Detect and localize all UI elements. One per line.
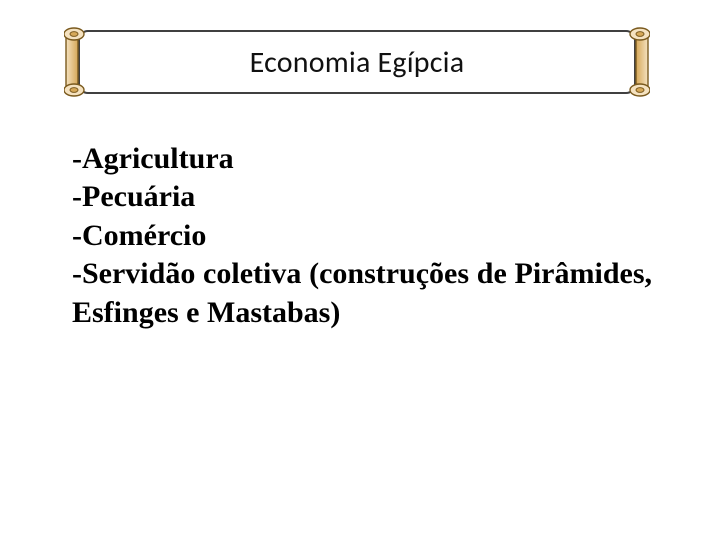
banner-body: Economia Egípcia xyxy=(78,30,636,94)
scroll-left-icon xyxy=(64,22,92,102)
scroll-right-icon xyxy=(622,22,650,102)
bullet-line: -Pecuária xyxy=(72,178,652,216)
title-banner: Economia Egípcia xyxy=(60,22,654,102)
bullet-line: -Servidão coletiva (construções de Pirâm… xyxy=(72,255,652,332)
content-block: -Agricultura -Pecuária -Comércio -Servid… xyxy=(72,140,652,332)
bullet-line: -Comércio xyxy=(72,217,652,255)
banner-title: Economia Egípcia xyxy=(250,44,465,81)
bullet-line: -Agricultura xyxy=(72,140,652,178)
